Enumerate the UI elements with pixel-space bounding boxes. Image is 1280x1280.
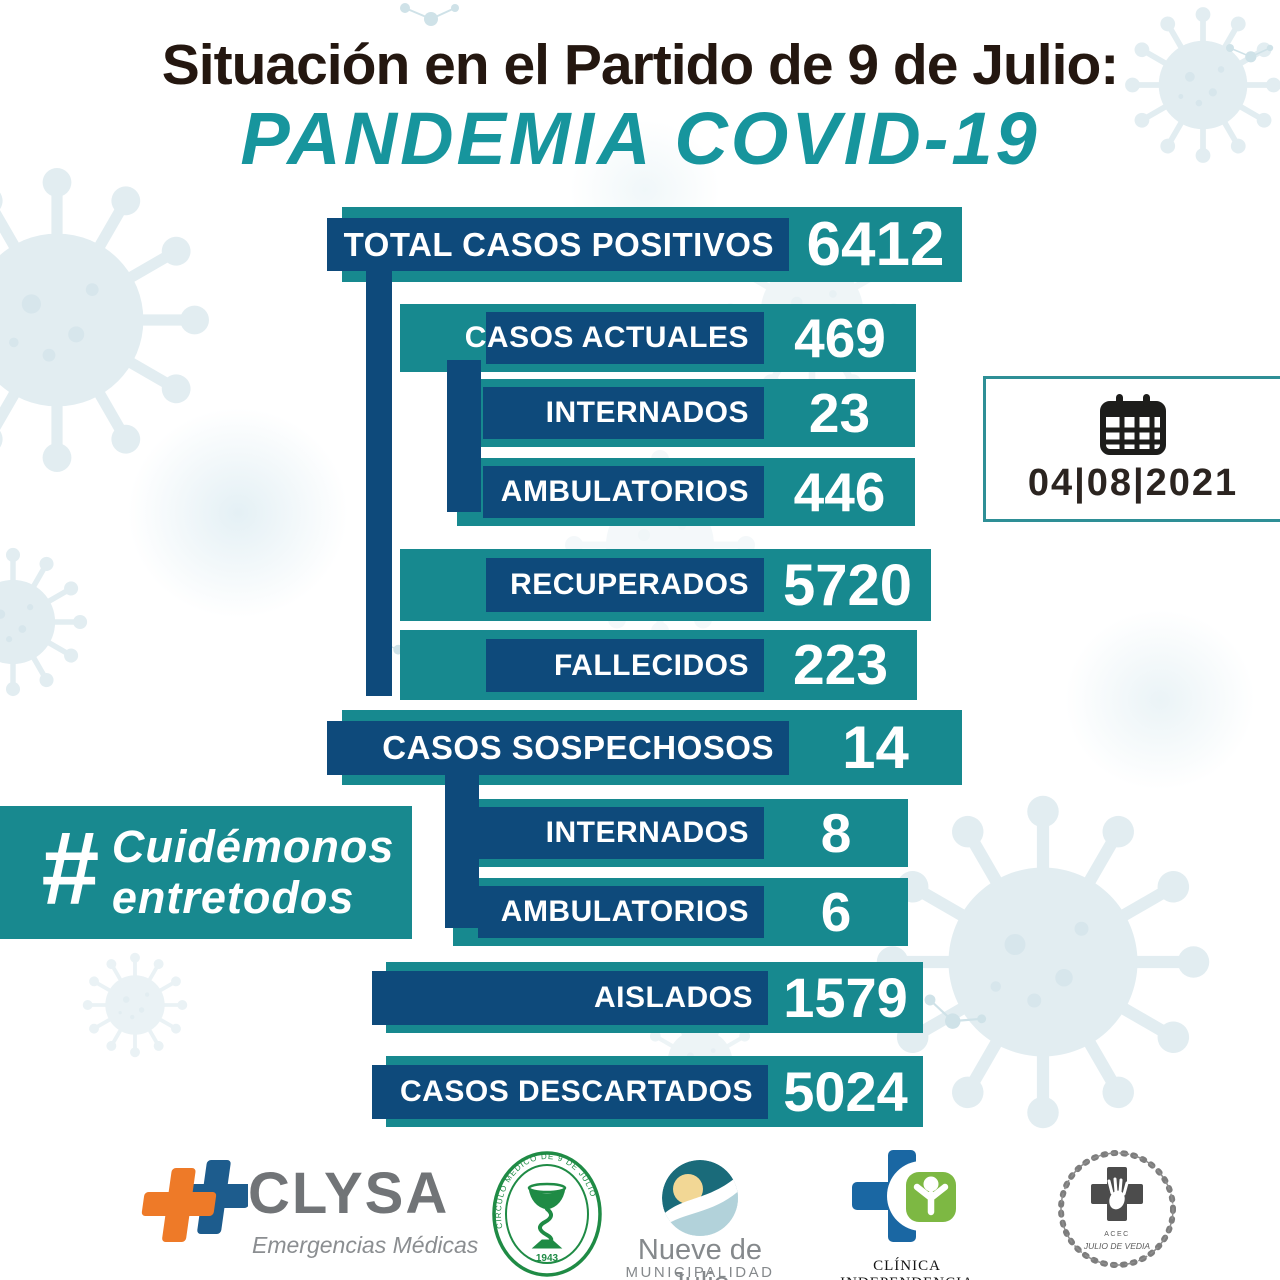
stat-value: 23 — [808, 382, 871, 444]
stat-bar-recuperados: RECUPERADOS 5720 — [400, 549, 931, 621]
stat-label-plate: CASOS SOSPECHOSOS — [327, 721, 789, 775]
municipalidad-name: Nueve de Julio — [637, 1234, 763, 1280]
hashtag-icon: # — [40, 810, 98, 927]
stat-value: 5024 — [783, 1060, 908, 1123]
background-blob — [128, 408, 348, 618]
circulo-medico-logo: CÍRCULO MÉDICO DE 9 DE JULIO 1943 — [492, 1151, 602, 1277]
connector-total — [366, 266, 392, 696]
stat-label-plate: AISLADOS — [372, 971, 768, 1025]
hashtag-line1: Cuidémonos — [111, 821, 395, 873]
clinica-name: CLÍNICA INDEPENDENCIA — [840, 1258, 973, 1280]
stamp-line2: JULIO DE VEDIA — [1083, 1241, 1150, 1251]
stat-value: 5720 — [782, 552, 913, 618]
stat-bar-aislados: AISLADOS 1579 — [372, 962, 923, 1033]
stat-label-plate: AMBULATORIOS — [478, 886, 764, 938]
stat-bar-casos-sospechosos: CASOS SOSPECHOSOS 14 — [327, 710, 962, 785]
stat-label-plate: RECUPERADOS — [486, 558, 764, 612]
connector-sospechosos — [445, 772, 479, 928]
municipalidad-subtitle: MUNICIPALIDAD — [625, 1264, 775, 1280]
stat-value: 14 — [842, 714, 909, 781]
stat-bar-ambulatorios-sospechosos: AMBULATORIOS 6 — [453, 878, 908, 946]
stat-label-plate: INTERNADOS — [478, 807, 764, 859]
stat-value: 446 — [793, 461, 886, 523]
background-blob — [1065, 610, 1255, 790]
stat-value: 6 — [820, 881, 852, 943]
page-subtitle: PANDEMIA COVID-19 — [240, 97, 1040, 180]
stat-label: RECUPERADOS — [510, 568, 749, 601]
hashtag-banner: # Cuidémonos entretodos — [0, 806, 412, 939]
stat-label: AMBULATORIOS — [500, 895, 749, 928]
page-title: Situación en el Partido de 9 de Julio: — [161, 33, 1120, 97]
stat-label-plate: CASOS DESCARTADOS — [372, 1065, 768, 1119]
stat-label: CASOS ACTUALES — [464, 321, 749, 354]
stat-bar-internados-sospechosos: INTERNADOS 8 — [453, 799, 908, 867]
clinica-independencia-logo — [852, 1150, 957, 1242]
stat-label: FALLECIDOS — [553, 648, 749, 682]
stat-label: AMBULATORIOS — [500, 475, 749, 508]
stat-label-plate: FALLECIDOS — [486, 639, 764, 692]
stat-bar-fallecidos: FALLECIDOS 223 — [400, 630, 917, 700]
report-date: 04|08|2021 — [1027, 461, 1239, 504]
stat-label: CASOS SOSPECHOSOS — [382, 729, 774, 766]
stat-label-plate: INTERNADOS — [483, 387, 764, 439]
hospital-stamp-logo: ACEC JULIO DE VEDIA — [1058, 1150, 1176, 1268]
stat-value: 223 — [792, 633, 889, 697]
stamp-line1: ACEC — [1104, 1231, 1129, 1238]
stat-bar-internados: INTERNADOS 23 — [457, 379, 915, 447]
stat-label: INTERNADOS — [545, 396, 749, 429]
stat-label-plate: TOTAL CASOS POSITIVOS — [327, 218, 789, 271]
date-box: 04|08|2021 — [983, 376, 1280, 522]
calendar-icon — [1100, 393, 1166, 455]
stat-label: INTERNADOS — [545, 816, 749, 849]
stat-label: AISLADOS — [593, 981, 753, 1014]
circulo-year: 1943 — [536, 1253, 559, 1264]
stat-bar-total-casos-positivos: TOTAL CASOS POSITIVOS 6412 — [327, 207, 962, 282]
stat-label: CASOS DESCARTADOS — [400, 1075, 753, 1108]
stat-value: 1579 — [783, 966, 908, 1029]
stat-value: 6412 — [806, 210, 945, 279]
clysa-logo-text: CLYSA — [248, 1161, 450, 1226]
stat-label: TOTAL CASOS POSITIVOS — [343, 225, 774, 263]
hashtag-line2: entretodos — [111, 871, 355, 923]
stat-bar-ambulatorios: AMBULATORIOS 446 — [457, 458, 915, 526]
stat-label-plate: CASOS ACTUALES — [465, 312, 764, 364]
connector-casos-actuales — [447, 360, 481, 512]
stat-value: 469 — [794, 307, 886, 369]
stat-bar-casos-descartados: CASOS DESCARTADOS 5024 — [372, 1056, 923, 1127]
clysa-crosses-icon — [141, 1160, 248, 1242]
stat-value: 8 — [820, 802, 852, 864]
municipalidad-logo — [662, 1160, 738, 1236]
stat-label-plate: AMBULATORIOS — [483, 466, 764, 518]
clysa-tagline: Emergencias Médicas — [252, 1232, 479, 1258]
